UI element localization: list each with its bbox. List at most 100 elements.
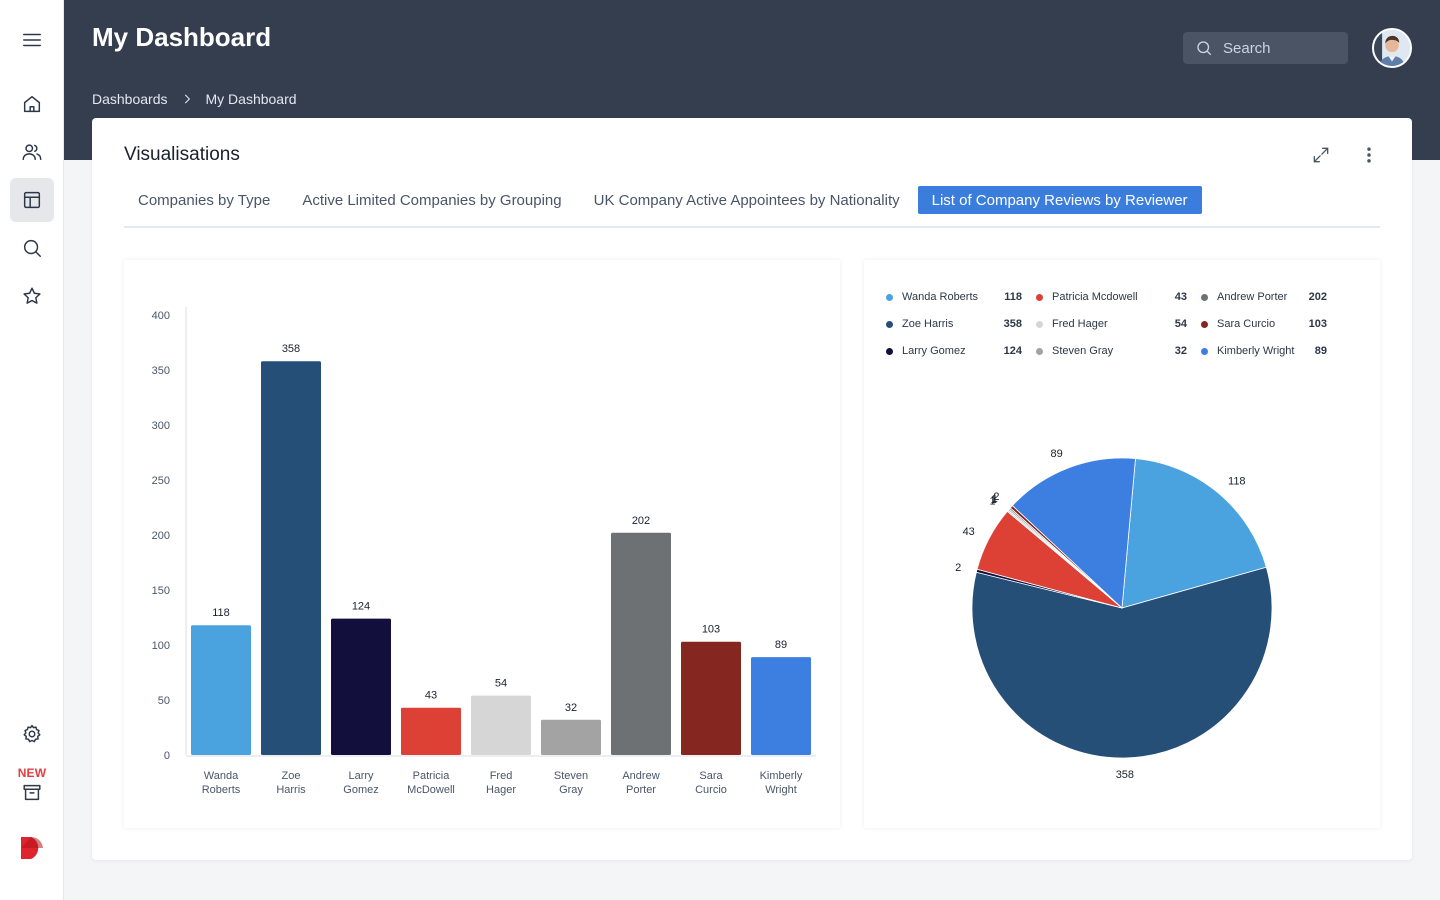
bar-chart: 0 50 100 150 200 250 300 350 400 118 Wanda Roberts 3…: [152, 307, 816, 796]
legend-value: 32: [1174, 345, 1187, 357]
legend-value: 358: [1003, 318, 1022, 330]
legend-label: Patricia Mcdowell: [1052, 291, 1138, 303]
more-vertical-icon: [1367, 147, 1371, 163]
legend-value: 124: [1003, 345, 1022, 357]
bar-value-label: 103: [702, 624, 720, 636]
legend-item[interactable]: Patricia Mcdowell 43: [1036, 290, 1201, 304]
x-tick-label: Zoe: [282, 770, 301, 782]
home-icon: [23, 95, 41, 113]
tab-companies-by-type[interactable]: Companies by Type: [138, 191, 271, 209]
legend-dot: [1036, 293, 1043, 301]
y-tick-label: 350: [152, 365, 170, 377]
legend-value: 118: [1004, 291, 1022, 303]
legend-label: Kimberly Wright: [1217, 345, 1295, 357]
bar: [331, 618, 391, 755]
pie-slice: [1008, 507, 1123, 609]
legend-label: Zoe Harris: [902, 318, 954, 330]
legend-label: Andrew Porter: [1217, 291, 1288, 303]
legend-item[interactable]: Sara Curcio 103: [1201, 317, 1341, 331]
bar: [611, 532, 671, 755]
sidebar-item-search[interactable]: [10, 226, 54, 270]
sidebar-item-settings[interactable]: [10, 712, 54, 756]
legend-value: 202: [1308, 291, 1327, 303]
y-tick-label: 50: [158, 695, 170, 707]
bar: [191, 625, 251, 755]
more-options-button[interactable]: [1356, 142, 1382, 168]
bar-value-label: 43: [425, 690, 437, 702]
legend-item[interactable]: Larry Gomez 124: [886, 344, 1036, 358]
layout-icon: [23, 191, 41, 209]
pie-slice: [976, 510, 1123, 609]
bar-value-label: 54: [495, 678, 507, 690]
legend-dot: [886, 320, 893, 328]
pie-slice: [1011, 457, 1136, 609]
legend-dot: [886, 347, 893, 355]
legend-value: 54: [1174, 318, 1187, 330]
bar-value-label: 118: [212, 607, 230, 619]
legend-dot: [1201, 293, 1208, 301]
y-tick-label: 400: [152, 310, 170, 322]
x-tick-label: McDowell: [407, 784, 455, 796]
sidebar-item-favourites[interactable]: [10, 274, 54, 318]
legend-dot: [1036, 347, 1043, 355]
breadcrumb-link-dashboards[interactable]: Dashboards: [92, 91, 168, 107]
bar-value-label: 32: [565, 702, 577, 714]
sidebar-item-archive[interactable]: [10, 770, 54, 814]
bar: [541, 719, 601, 755]
sidebar-item-home[interactable]: [10, 82, 54, 126]
pie-slice-label: 1: [990, 495, 996, 507]
pie-slice: [1121, 458, 1267, 609]
legend-item[interactable]: Zoe Harris 358: [886, 317, 1036, 331]
x-tick-label: Sara: [699, 770, 723, 782]
search-input[interactable]: [1223, 39, 1333, 57]
legend-item[interactable]: Fred Hager 54: [1036, 317, 1201, 331]
legend-item[interactable]: Kimberly Wright 89: [1201, 344, 1341, 358]
sidebar-item-dashboards[interactable]: [10, 178, 54, 222]
tab-active-limited-companies[interactable]: Active Limited Companies by Grouping: [302, 191, 562, 209]
x-tick-label: Curcio: [695, 784, 727, 796]
x-tick-label: Hager: [486, 784, 516, 796]
pie-slice-label: 2: [993, 491, 999, 503]
breadcrumb-current: My Dashboard: [205, 91, 297, 107]
pie-slice-label: 2: [955, 562, 961, 574]
legend-item[interactable]: Wanda Roberts 118: [886, 290, 1036, 304]
page-title: My Dashboard: [92, 22, 272, 52]
legend-dot: [1201, 347, 1208, 355]
legend-label: Steven Gray: [1052, 345, 1114, 357]
star-icon: [23, 287, 41, 304]
pie-slice: [1006, 509, 1123, 609]
pie-slice: [1009, 505, 1123, 609]
legend-value: 103: [1308, 318, 1327, 330]
bar: [261, 361, 321, 755]
settings-icon: [23, 724, 41, 743]
bar: [401, 707, 461, 755]
menu-icon: [23, 33, 41, 47]
x-tick-label: Porter: [626, 784, 656, 796]
legend-item[interactable]: Steven Gray 32: [1036, 344, 1201, 358]
tab-bar: Companies by Type Active Limited Compani…: [124, 186, 1380, 228]
pie-slice-label: 43: [963, 526, 975, 538]
search-box[interactable]: [1183, 32, 1348, 64]
legend-label: Fred Hager: [1052, 318, 1108, 330]
bar: [471, 695, 531, 755]
legend-value: 89: [1314, 345, 1327, 357]
sidebar-item-users[interactable]: [10, 130, 54, 174]
tab-company-reviews[interactable]: List of Company Reviews by Reviewer: [917, 186, 1202, 214]
x-tick-label: Roberts: [202, 784, 241, 796]
expand-button[interactable]: [1308, 142, 1334, 168]
legend-dot: [1036, 320, 1043, 328]
pie-slice: [975, 568, 1123, 609]
bar-value-label: 358: [282, 343, 300, 355]
pie-slice-label: 1: [991, 494, 997, 506]
menu-button[interactable]: [10, 18, 54, 62]
chevron-right-icon: [180, 92, 194, 106]
tab-uk-company-appointees[interactable]: UK Company Active Appointees by National…: [593, 191, 900, 209]
y-tick-label: 0: [164, 750, 170, 762]
legend-value: 43: [1174, 291, 1187, 303]
legend-item[interactable]: Andrew Porter 202: [1201, 290, 1341, 304]
legend-label: Sara Curcio: [1217, 318, 1276, 330]
avatar[interactable]: [1372, 28, 1412, 68]
users-icon: [22, 144, 42, 161]
app-logo: [21, 836, 43, 859]
new-badge: NEW: [17, 766, 47, 780]
